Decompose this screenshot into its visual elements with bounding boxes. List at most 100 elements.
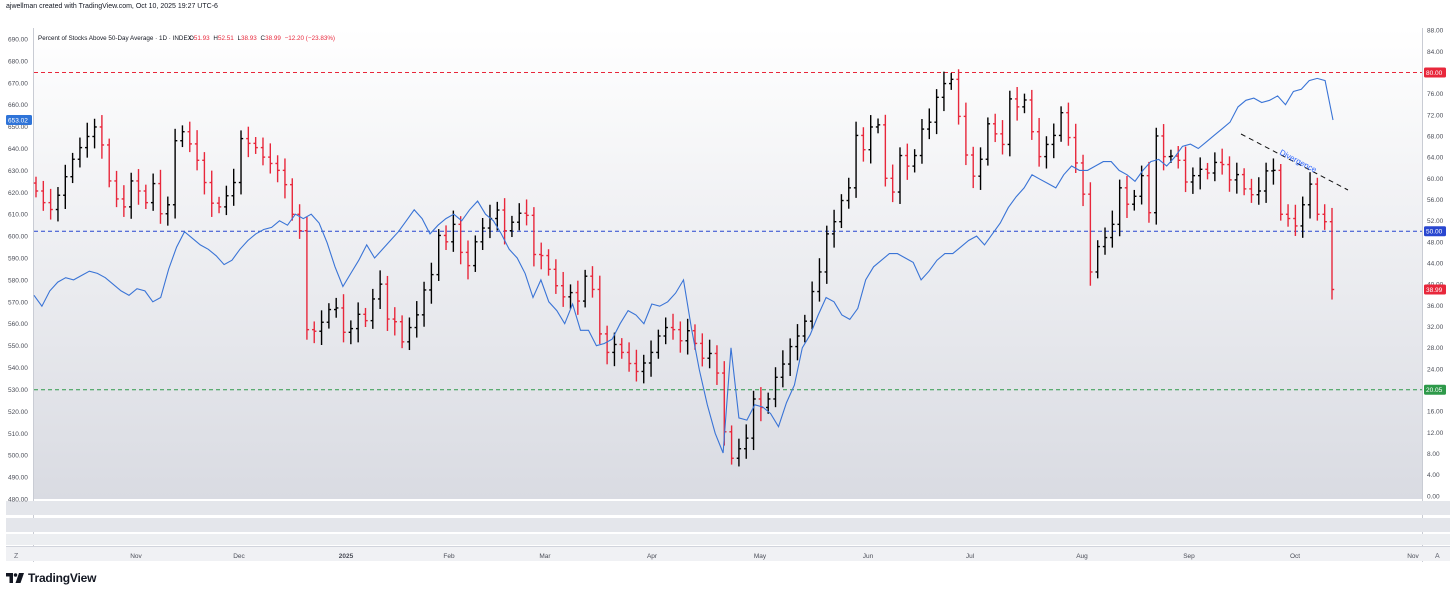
ohlc-bar: [85, 122, 90, 158]
time-axis-label: Apr: [647, 553, 658, 560]
ohlc-bar: [165, 196, 170, 226]
ohlc-bar: [187, 121, 192, 153]
ohlc-bar: [1102, 227, 1108, 255]
ohlc-bar: [1066, 102, 1071, 146]
right-axis-labels: 88.00 84.00 80.00 76.00 72.00 68.00 64.00 60.00…: [1427, 28, 1444, 501]
ohlc-bar: [568, 284, 573, 309]
left-axis-tick-label: 500.00: [8, 453, 28, 460]
ohlc-bar: [290, 178, 295, 221]
ohlc-bar: [744, 424, 749, 459]
ohlc-bar: [1329, 207, 1335, 300]
svg-text:653.02: 653.02: [8, 117, 28, 124]
ohlc-bar: [1124, 175, 1130, 218]
right-axis-tick-label: 88.00: [1427, 28, 1444, 35]
ohlc-bar: [502, 198, 507, 245]
ohlc-bar: [1307, 172, 1313, 219]
ohlc-bar: [70, 152, 75, 184]
ohlc-bar: [1234, 162, 1240, 194]
ohlc-bar: [1029, 89, 1034, 140]
legend-l-value: 38.93: [241, 35, 257, 42]
right-axis-tick-label: 84.00: [1427, 49, 1444, 56]
ohlc-bar: [553, 259, 559, 294]
ohlc-bar: [1154, 127, 1159, 225]
ohlc-bar: [136, 169, 141, 205]
ohlc-bar: [729, 425, 734, 465]
ohlc-bar: [575, 280, 581, 315]
ohlc-bar: [414, 301, 419, 338]
time-axis-label: Oct: [1290, 553, 1300, 560]
ohlc-bar: [63, 164, 68, 209]
ohlc-bar: [231, 168, 236, 206]
ohlc-bar: [370, 288, 376, 329]
time-axis-label: May: [754, 553, 767, 560]
left-current-price-tag: 653.02: [6, 114, 32, 125]
ohlc-bar: [194, 130, 200, 171]
legend-o-label: O: [189, 35, 194, 42]
ohlc-bar: [253, 137, 258, 154]
ohlc-bar: [107, 138, 112, 188]
legend: Percent of Stocks Above 50-Day Average ·…: [38, 35, 335, 42]
ohlc-bar: [700, 333, 705, 367]
ohlc-bar: [1183, 146, 1188, 193]
left-axis-tick-label: 540.00: [8, 365, 28, 372]
ohlc-bar: [992, 113, 998, 143]
left-axis-tick-label: 480.00: [8, 497, 28, 504]
ohlc-bar: [612, 332, 617, 367]
ohlc-bar: [209, 170, 214, 217]
ohlc-bar: [128, 172, 134, 219]
right-axis-tick-label: 28.00: [1427, 345, 1444, 352]
lower-pane-3: [6, 534, 1450, 545]
ohlc-bar: [1212, 152, 1218, 182]
ohlc-bar: [1205, 162, 1210, 180]
right-axis-tick-label: 16.00: [1427, 409, 1444, 416]
ohlc-bar: [831, 209, 837, 248]
ohlc-bar: [905, 143, 910, 180]
left-axis-tick-label: 490.00: [8, 475, 28, 482]
ohlc-bar: [780, 350, 786, 388]
ohlc-bar: [817, 258, 822, 302]
ohlc-bar: [590, 266, 595, 298]
legend-c-value: 38.99: [265, 35, 281, 42]
right-axis-tick-label: 56.00: [1427, 197, 1444, 204]
ohlc-bar: [802, 314, 808, 343]
right-axis-tick-label: 44.00: [1427, 260, 1444, 267]
ohlc-bar: [158, 169, 163, 224]
ohlc-bar: [546, 249, 551, 276]
left-axis-tick-label: 580.00: [8, 277, 28, 284]
ohlc-bar: [663, 317, 668, 345]
ohlc-bar: [202, 152, 207, 195]
ohlc-bar: [1285, 204, 1291, 227]
ohlc-bar: [33, 176, 39, 198]
ohlc-bar: [1300, 196, 1305, 238]
right-level-50-tag: 50.00: [1424, 226, 1446, 237]
scale-left-button-label[interactable]: Z: [14, 553, 19, 560]
ohlc-bar: [480, 217, 485, 251]
ohlc-bar: [355, 302, 361, 343]
ohlc-bar: [224, 185, 229, 216]
ohlc-bar: [1190, 167, 1196, 194]
ohlc-bar: [1073, 123, 1078, 174]
ohlc-bar: [385, 275, 390, 331]
time-axis-label: Nov: [1407, 553, 1419, 560]
time-labels: Nov Dec 2025 Feb Mar Apr May Jun Jul Aug Sep Oct Nov: [130, 553, 1419, 560]
ohlc-bar: [509, 215, 515, 238]
legend-change: −12.20 (−23.83%): [285, 35, 335, 42]
ohlc-bar: [1132, 189, 1137, 211]
right-axis-tick-label: 12.00: [1427, 430, 1444, 437]
left-axis-tick-label: 620.00: [8, 190, 28, 197]
lower-pane-2: [6, 518, 1450, 532]
ohlc-bar: [363, 307, 368, 328]
ohlc-bar: [890, 164, 895, 203]
ohlc-bar: [648, 340, 654, 377]
left-axis-tick-label: 590.00: [8, 256, 28, 263]
ohlc-bar: [678, 321, 683, 353]
ohlc-bar: [670, 313, 676, 340]
ohlc-bar: [531, 207, 537, 267]
ohlc-bar: [297, 204, 302, 239]
ohlc-bar: [839, 194, 844, 229]
svg-text:20.05: 20.05: [1426, 387, 1443, 394]
ohlc-bar: [1176, 146, 1181, 169]
ohlc-bar: [268, 143, 273, 174]
scale-auto-button-label[interactable]: A: [1435, 553, 1440, 560]
